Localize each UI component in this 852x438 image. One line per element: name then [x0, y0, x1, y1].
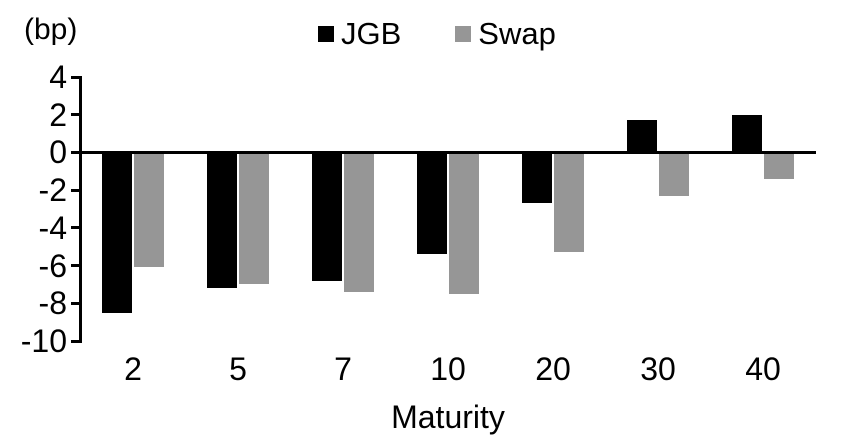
y-axis-tick [71, 75, 79, 79]
bar-jgb-2 [102, 152, 132, 313]
bar-jgb-40 [732, 114, 762, 153]
bar-jgb-5 [207, 152, 237, 289]
bar-jgb-7 [312, 152, 342, 281]
y-axis-tick [71, 339, 79, 343]
bar-swap-30 [659, 152, 689, 196]
y-tick-label: -8 [38, 285, 67, 322]
y-tick-label: -4 [38, 209, 67, 246]
x-tick-label: 20 [535, 351, 571, 387]
legend-swatch-swap [455, 25, 472, 42]
x-axis-title: Maturity [391, 399, 505, 435]
legend-swatch-jgb [318, 25, 334, 42]
bar-jgb-10 [417, 152, 447, 255]
x-tick-label: 30 [640, 351, 676, 387]
y-axis-unit-label: (bp) [24, 13, 78, 46]
y-tick-label: 2 [49, 96, 67, 133]
y-tick-label: -2 [38, 172, 67, 209]
bar-swap-20 [554, 152, 584, 253]
y-tick-label: -10 [20, 323, 67, 359]
y-axis-tick [71, 188, 79, 192]
bar-swap-7 [344, 152, 374, 292]
x-tick-label: 40 [745, 351, 781, 387]
bar-swap-40 [764, 152, 794, 179]
bar-swap-2 [134, 152, 164, 268]
x-tick-label: 10 [430, 351, 466, 387]
y-axis-tick [71, 301, 79, 305]
x-tick-label: 2 [124, 351, 142, 387]
legend-item-swap: Swap [455, 18, 556, 49]
legend: JGB Swap [318, 18, 556, 49]
bar-swap-5 [239, 152, 269, 285]
y-axis-tick [71, 113, 79, 117]
y-axis-line [79, 75, 82, 343]
legend-label-jgb: JGB [341, 16, 402, 51]
y-axis-tick [71, 226, 79, 230]
zero-axis-line [79, 150, 816, 154]
legend-item-jgb: JGB [318, 18, 401, 49]
y-tick-label: 4 [49, 59, 67, 95]
y-axis-tick [71, 264, 79, 268]
bar-jgb-20 [522, 152, 552, 204]
x-tick-label: 7 [334, 351, 352, 387]
x-tick-label: 5 [229, 351, 247, 387]
y-tick-label: 0 [49, 134, 67, 171]
y-axis-tick [71, 150, 79, 154]
bar-jgb-30 [627, 120, 657, 153]
bar-swap-10 [449, 152, 479, 294]
y-tick-label: -6 [38, 247, 67, 284]
legend-label-swap: Swap [478, 16, 556, 51]
